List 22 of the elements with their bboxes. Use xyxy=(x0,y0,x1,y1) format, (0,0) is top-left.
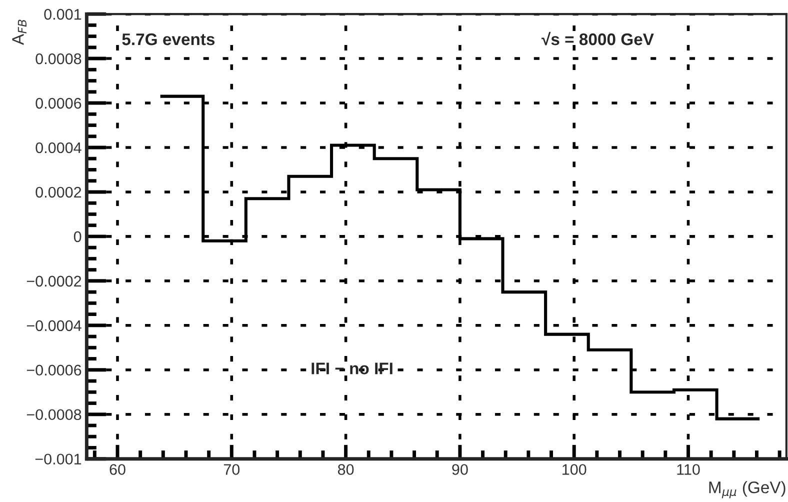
x-tick-label: 70 xyxy=(224,464,240,475)
x-tick-label: 100 xyxy=(562,464,586,475)
x-tick-label: 60 xyxy=(110,464,126,475)
y-tick-label: 0.0008 xyxy=(36,53,82,64)
y-tick-label: −0.0002 xyxy=(26,276,82,287)
annotation: √s = 8000 GeV xyxy=(542,32,654,46)
y-tick-label: −0.0004 xyxy=(26,320,82,332)
y-tick-label: 0.0004 xyxy=(36,142,82,154)
y-axis-title: A$_{FB}$ xyxy=(12,20,26,45)
y-tick-label: −0.0006 xyxy=(26,364,82,376)
x-axis-title: M$_{μμ}$ (GeV) xyxy=(709,481,786,498)
y-tick-label: 0 xyxy=(74,231,82,242)
x-tick-label: 110 xyxy=(677,464,700,475)
y-tick-label: 0.0002 xyxy=(36,186,82,198)
annotation: IFI − no IFI xyxy=(312,362,392,374)
y-tick-label: −0.001 xyxy=(35,454,82,465)
y-tick-label: 0.001 xyxy=(44,8,82,20)
y-tick-label: −0.0008 xyxy=(26,409,82,420)
y-tick-label: 0.0006 xyxy=(36,98,82,109)
x-tick-label: 90 xyxy=(452,464,468,475)
annotation: 5.7G events xyxy=(122,33,215,46)
x-tick-label: 80 xyxy=(338,464,354,475)
